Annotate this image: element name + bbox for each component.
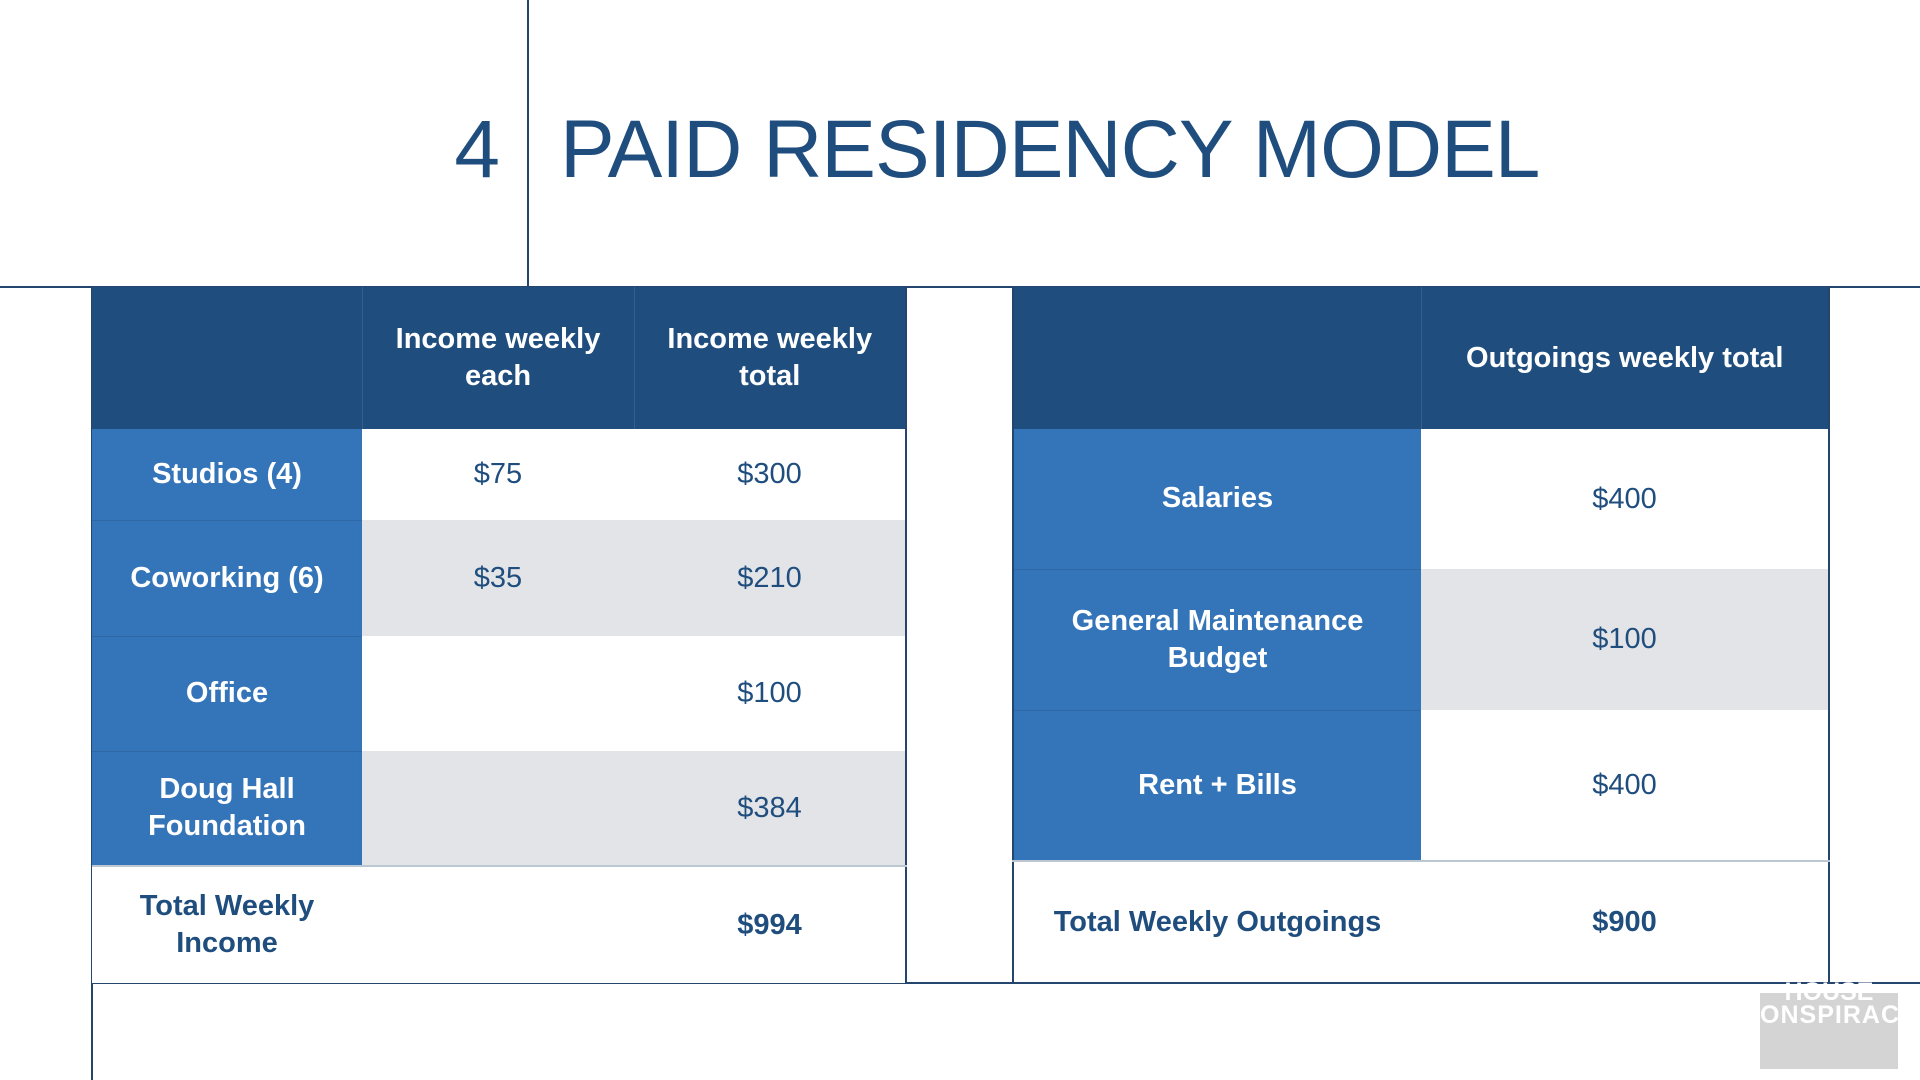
- income-row-label: Office: [92, 636, 362, 752]
- table-row: Doug Hall Foundation $384: [92, 751, 906, 867]
- table-row: Rent + Bills $400: [1013, 710, 1829, 862]
- table-row: Coworking (6) $35 $210: [92, 520, 906, 637]
- outgoings-header-row: Outgoings weekly total: [1013, 287, 1829, 429]
- table-row: General Maintenance Budget $100: [1013, 569, 1829, 711]
- income-total-cell: $384: [634, 751, 906, 866]
- income-each-cell: [362, 751, 634, 866]
- income-row-label: Coworking (6): [92, 520, 362, 637]
- title-divider-line: [527, 0, 529, 287]
- top-rule: [0, 286, 1920, 288]
- income-total-cell: $210: [634, 520, 906, 636]
- outgoings-total-cell: $400: [1421, 429, 1829, 569]
- watermark-line1: HOUSE: [1784, 978, 1874, 1006]
- income-row-label: Doug Hall Foundation: [92, 751, 362, 867]
- outgoings-header-blank: [1013, 287, 1422, 429]
- bottom-rule: [91, 982, 1920, 984]
- income-total-row: Total Weekly Income $994: [92, 865, 906, 983]
- slide-number: 4: [454, 104, 500, 195]
- income-total-value: $994: [634, 865, 906, 983]
- income-each-cell: $35: [362, 520, 634, 636]
- outgoings-total-row: Total Weekly Outgoings $900: [1013, 860, 1829, 982]
- income-total-cell: $300: [634, 429, 906, 520]
- outgoings-total-cell: $400: [1421, 710, 1829, 861]
- income-total-label: Total Weekly Income: [92, 865, 362, 983]
- income-row-label: Studios (4): [92, 429, 362, 521]
- outgoings-row-label: Salaries: [1013, 429, 1421, 570]
- income-header-blank: [92, 287, 363, 429]
- income-header-total: Income weekly total: [634, 287, 906, 429]
- table-row: Office $100: [92, 636, 906, 752]
- income-total-cell: $100: [634, 636, 906, 751]
- table-row: Salaries $400: [1013, 429, 1829, 570]
- slide-title: PAID RESIDENCY MODEL: [560, 104, 1540, 195]
- watermark-line2: CONSPIRACY: [1741, 1001, 1918, 1029]
- income-each-cell: [362, 636, 634, 751]
- outgoings-total-value: $900: [1421, 860, 1829, 982]
- outgoings-row-label: Rent + Bills: [1013, 710, 1421, 862]
- outgoings-total-cell: $100: [1421, 569, 1829, 710]
- income-header-each: Income weekly each: [362, 287, 635, 429]
- outgoings-table: Outgoings weekly total Salaries $400 Gen…: [1012, 287, 1830, 982]
- income-table: Income weekly each Income weekly total S…: [92, 287, 907, 983]
- income-total-blank: [362, 865, 634, 983]
- outgoings-total-label: Total Weekly Outgoings: [1013, 860, 1421, 982]
- outgoings-row-label: General Maintenance Budget: [1013, 569, 1421, 711]
- outgoings-header-total: Outgoings weekly total: [1421, 287, 1829, 429]
- table-row: Studios (4) $75 $300: [92, 429, 906, 521]
- watermark-logo-box: [1760, 993, 1898, 1069]
- income-each-cell: $75: [362, 429, 634, 520]
- income-header-row: Income weekly each Income weekly total: [92, 287, 906, 429]
